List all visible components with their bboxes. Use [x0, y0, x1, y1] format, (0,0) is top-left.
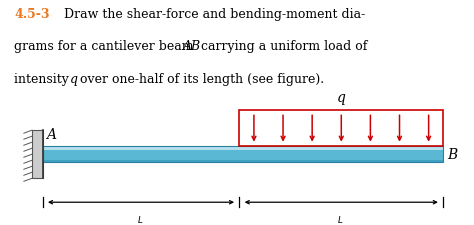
Bar — [43, 146, 443, 148]
Text: over one-half of its length (see figure).: over one-half of its length (see figure)… — [80, 72, 324, 85]
Text: A: A — [46, 128, 56, 142]
Text: 4.5-3: 4.5-3 — [14, 8, 50, 21]
Text: carrying a uniform load of: carrying a uniform load of — [201, 40, 368, 53]
Bar — [239, 111, 443, 146]
Bar — [43, 146, 443, 163]
Text: grams for a cantilever beam: grams for a cantilever beam — [14, 40, 198, 53]
Bar — [32, 130, 43, 178]
Bar — [43, 161, 443, 163]
Text: q: q — [70, 72, 78, 85]
Text: $\frac{L}{2}$: $\frac{L}{2}$ — [137, 214, 145, 225]
Text: B: B — [447, 147, 457, 161]
Text: $\frac{L}{2}$: $\frac{L}{2}$ — [337, 214, 345, 225]
Text: AB: AB — [182, 40, 201, 53]
Bar — [43, 147, 443, 150]
Text: Draw the shear-force and bending-moment dia-: Draw the shear-force and bending-moment … — [64, 8, 365, 21]
Text: q: q — [337, 91, 346, 105]
Bar — [43, 146, 443, 163]
Text: intensity: intensity — [14, 72, 73, 85]
